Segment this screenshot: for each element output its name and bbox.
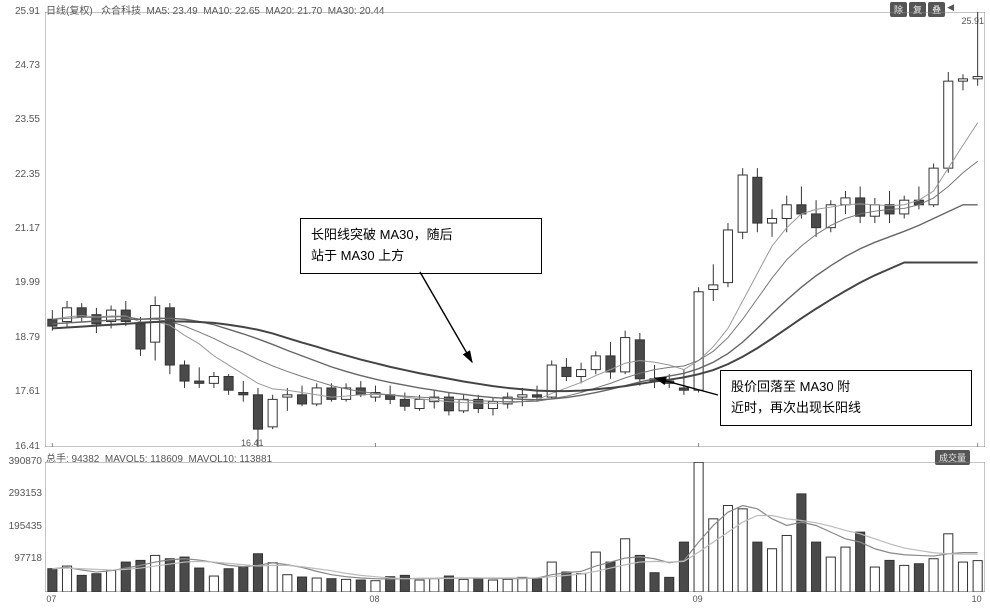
stock-chart-root: 日线(复权) 众合科技 MA5: 23.49 MA10: 22.65 MA20:… [0,0,990,613]
price-y-tick: 21.17 [8,223,40,234]
x-tick: 08 [369,594,379,604]
volume-y-tick: 390870 [2,456,42,467]
x-tick: 07 [46,594,56,604]
x-tick: 09 [693,594,703,604]
x-tick: 10 [972,594,982,604]
volume-panel [45,462,985,592]
price-y-tick: 16.41 [8,441,40,452]
price-y-tick: 17.61 [8,386,40,397]
volume-y-tick: 195435 [2,521,42,532]
annotation-text: 长阳线突破 MA30，随后 [311,225,531,246]
low-price-label: 16.41 [241,438,264,448]
annotation-box-2: 股价回落至 MA30 附近时，再次出现长阳线 [720,370,972,426]
annotation-text: 近时，再次出现长阳线 [731,398,961,419]
price-y-tick: 23.55 [8,114,40,125]
price-y-tick: 18.79 [8,332,40,343]
price-y-tick: 19.99 [8,277,40,288]
price-y-tick: 25.91 [8,6,40,17]
volume-y-tick: 293153 [2,488,42,499]
volume-y-tick: 97718 [2,553,42,564]
price-y-tick: 22.35 [8,169,40,180]
annotation-text: 站于 MA30 上方 [311,246,531,267]
annotation-text: 股价回落至 MA30 附 [731,377,961,398]
annotation-box-1: 长阳线突破 MA30，随后站于 MA30 上方 [300,218,542,274]
price-y-tick: 24.73 [8,60,40,71]
